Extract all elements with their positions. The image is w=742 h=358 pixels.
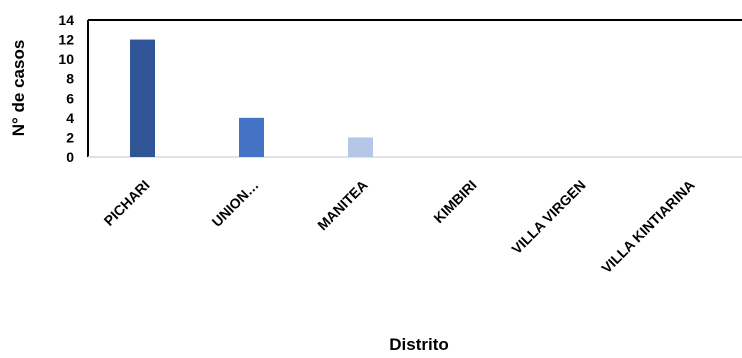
x-tick-label: MANITEA — [314, 177, 370, 233]
bars-group — [130, 39, 373, 158]
y-tick-label: 6 — [66, 90, 74, 106]
y-tick-labels: 0 2 4 6 8 10 12 14 — [58, 12, 74, 165]
y-tick-label: 2 — [66, 129, 74, 145]
bar — [130, 39, 155, 158]
y-tick-label: 0 — [66, 149, 74, 165]
bar — [348, 137, 373, 157]
y-tick-label: 8 — [66, 71, 74, 87]
x-tick-label: VILLA KINTIARINA — [598, 177, 697, 276]
x-tick-labels: PICHARI UNION… MANITEA KIMBIRI VILLA VIRGEN V… — [101, 177, 698, 276]
x-tick-label: PICHARI — [101, 177, 153, 229]
x-tick-label: VILLA VIRGEN — [508, 177, 588, 257]
plot-area — [87, 19, 742, 158]
x-axis-title: Distrito — [389, 335, 449, 353]
x-tick-label: KIMBIRI — [430, 177, 479, 226]
x-tick-label: UNION… — [208, 177, 261, 230]
bar — [239, 117, 264, 157]
y-tick-label: 12 — [58, 32, 74, 48]
y-tick-label: 4 — [66, 110, 74, 126]
y-axis-title: N° de casos — [9, 40, 28, 137]
y-tick-label: 14 — [58, 12, 74, 28]
y-tick-label: 10 — [58, 51, 74, 67]
